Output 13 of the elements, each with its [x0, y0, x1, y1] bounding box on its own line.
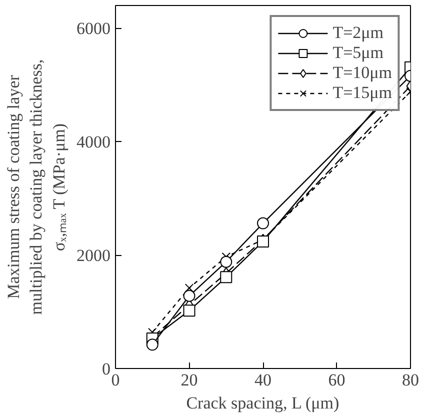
y-tick-label: 2000	[76, 246, 110, 266]
x-axis-title: Crack spacing, L (μm)	[186, 394, 340, 412]
y-axis-title: Maximum stress of coating layer multiplied by coating layer thickness, σₓ,ₘₐₓ T (MPa·μm)	[4, 59, 68, 315]
x-tick-label: 20	[180, 370, 198, 390]
legend-label: T=10μm	[332, 63, 392, 83]
legend-label: T=15μm	[332, 83, 392, 103]
y-tick-label: 4000	[76, 132, 110, 152]
legend-label: T=5μm	[332, 43, 384, 63]
x-tick-label: 80	[402, 370, 419, 390]
legend-label: T=2μm	[332, 23, 384, 43]
x-tick-label: 60	[328, 370, 346, 390]
x-tick-label: 40	[254, 370, 272, 390]
y-tick-label: 6000	[76, 19, 110, 38]
